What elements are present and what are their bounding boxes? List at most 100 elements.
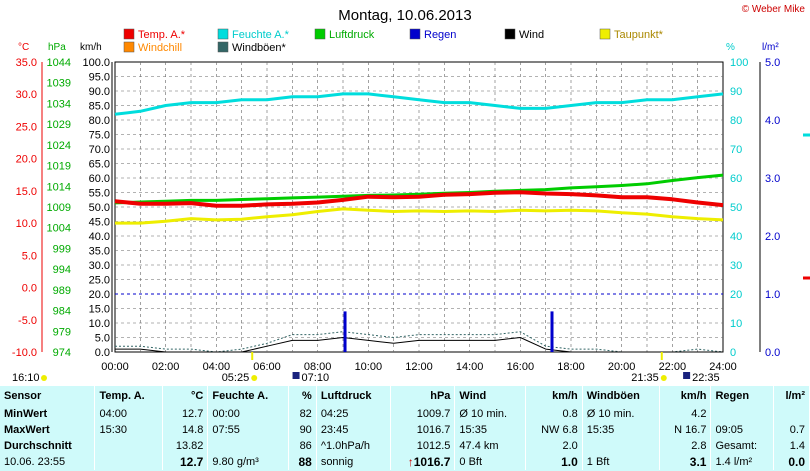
header-temp-unit: °C <box>162 386 209 406</box>
header-sensor: Sensor <box>0 386 96 406</box>
cell: 86 <box>288 438 317 454</box>
series-temp-a <box>114 190 724 208</box>
rain-bar <box>343 311 347 352</box>
header-temp: Temp. A. <box>94 386 163 406</box>
cell: 1.4 l/m² <box>710 454 775 470</box>
cell: 15:35 <box>454 422 526 438</box>
sunset-label: 21:35 <box>631 372 659 384</box>
wind-tick: 85.0 <box>89 101 110 113</box>
humidity-unit-label: % <box>726 42 735 53</box>
pressure-tick: 1014 <box>47 181 71 193</box>
cell: 09:05 <box>710 422 775 438</box>
pressure-tick: 1044 <box>47 57 71 69</box>
humidity-tick: 100 <box>730 57 748 69</box>
rain-tick: 2.0 <box>765 231 780 243</box>
humidity-tick: 50 <box>730 202 742 214</box>
series-luftdruck <box>114 173 724 205</box>
humidity-tick: 40 <box>730 231 742 243</box>
credit-text: © Weber Mike <box>742 4 806 15</box>
x-tick: 22:00 <box>659 361 687 373</box>
cell: 4.2 <box>659 406 712 422</box>
temp-tick: -5.0 <box>18 315 37 327</box>
pressure-tick: 1039 <box>47 78 71 90</box>
wind-tick: 20.0 <box>89 289 110 301</box>
legend-swatch <box>123 28 135 40</box>
series-taupunkt <box>115 207 724 225</box>
axes: 35.0 30.0 25.0 20.0 15.0 10.0 5.0 0.0 -5.0 -10.0 1… <box>12 57 810 359</box>
x-tick: 12:00 <box>405 361 433 373</box>
humidity-tick: 0 <box>730 347 736 359</box>
moonrise-icon <box>683 372 691 379</box>
cell <box>94 454 163 470</box>
wind-tick: 60.0 <box>89 173 110 185</box>
pressure-tick: 984 <box>53 306 71 318</box>
cell: 1009.7 <box>390 406 456 422</box>
rain-tick: 0.0 <box>765 347 780 359</box>
pressure-tick: 1004 <box>47 223 71 235</box>
sunrise-label: 05:25 <box>222 372 250 384</box>
cell: 00:00 <box>207 406 289 422</box>
x-tick: 00:00 <box>101 361 129 373</box>
pressure-tick: 1024 <box>47 140 71 152</box>
legend-swatch <box>217 41 229 53</box>
rising-arrow-icon: ↑ <box>407 455 414 469</box>
cell: 12.7 <box>162 406 209 422</box>
wind-tick: 80.0 <box>89 115 110 127</box>
header-wind: Wind <box>454 386 526 406</box>
cell: Ø 10 min. <box>582 406 660 422</box>
wind-unit-label: km/h <box>80 42 102 53</box>
chart-title: Montag, 10.06.2013 <box>338 7 471 24</box>
header-gusts: Windböen <box>582 386 660 406</box>
legend-swatch <box>504 28 516 40</box>
header-humidity-unit: % <box>288 386 317 406</box>
sun-icon <box>41 375 47 381</box>
current-time-label: 16:10 <box>12 372 40 384</box>
sensor-table-panel: Sensor Temp. A. °C Feuchte A. % Luftdruc… <box>0 386 810 471</box>
pressure-tick: 1029 <box>47 119 71 131</box>
wind-tick: 75.0 <box>89 130 110 142</box>
legend-label: Windböen* <box>232 42 287 54</box>
wind-tick: 5.0 <box>95 333 110 345</box>
temp-tick: 35.0 <box>16 57 37 69</box>
wind-tick: 0.0 <box>95 347 110 359</box>
cell: 3.1 <box>659 454 712 470</box>
row-label: 10.06. 23:55 <box>0 454 96 470</box>
cell <box>710 406 775 422</box>
temp-tick: 0.0 <box>22 283 37 295</box>
humidity-tick: 30 <box>730 260 742 272</box>
legend: Temp. A.* Feuchte A.* Luftdruck Regen Wind Ta… <box>123 28 664 54</box>
cell: 0.0 <box>773 454 810 470</box>
pressure-tick: 994 <box>53 264 71 276</box>
rain-tick: 5.0 <box>765 57 780 69</box>
rain-bar <box>550 311 554 352</box>
cell: 47.4 km <box>454 438 526 454</box>
x-tick: 14:00 <box>456 361 484 373</box>
cell: 90 <box>288 422 317 438</box>
cell: 12.7 <box>162 454 209 470</box>
sunrise-icon <box>251 375 258 381</box>
wind-tick: 10.0 <box>89 318 110 330</box>
temp-tick: -10.0 <box>12 347 37 359</box>
cell: Gesamt: <box>710 438 775 454</box>
cell: 0 Bft <box>454 454 526 470</box>
pressure-tick: 989 <box>53 285 71 297</box>
row-label: MinWert <box>0 406 96 422</box>
legend-label: Taupunkt* <box>614 29 664 41</box>
wind-tick: 95.0 <box>89 72 110 84</box>
pressure-unit-label: hPa <box>48 42 66 53</box>
wind-tick: 90.0 <box>89 86 110 98</box>
header-rain-unit: l/m² <box>773 386 810 406</box>
header-gusts-unit: km/h <box>659 386 712 406</box>
pressure-tick: 1009 <box>47 202 71 214</box>
cell: ^1.0hPa/h <box>316 438 392 454</box>
table-row-max: MaxWert 15:30 14.8 07:55 90 23:45 1016.7… <box>0 422 810 438</box>
x-tick: 02:00 <box>152 361 180 373</box>
weather-chart: Montag, 10.06.2013 © Weber Mike °C hPa k… <box>12 4 810 384</box>
cell <box>94 438 163 454</box>
rain-unit-label: l/m² <box>762 42 779 53</box>
cell: Ø 10 min. <box>454 406 526 422</box>
header-pressure: Luftdruck <box>316 386 392 406</box>
cell: NW 6.8 <box>525 422 583 438</box>
series-layer <box>114 92 724 353</box>
header-pressure-unit: hPa <box>390 386 456 406</box>
